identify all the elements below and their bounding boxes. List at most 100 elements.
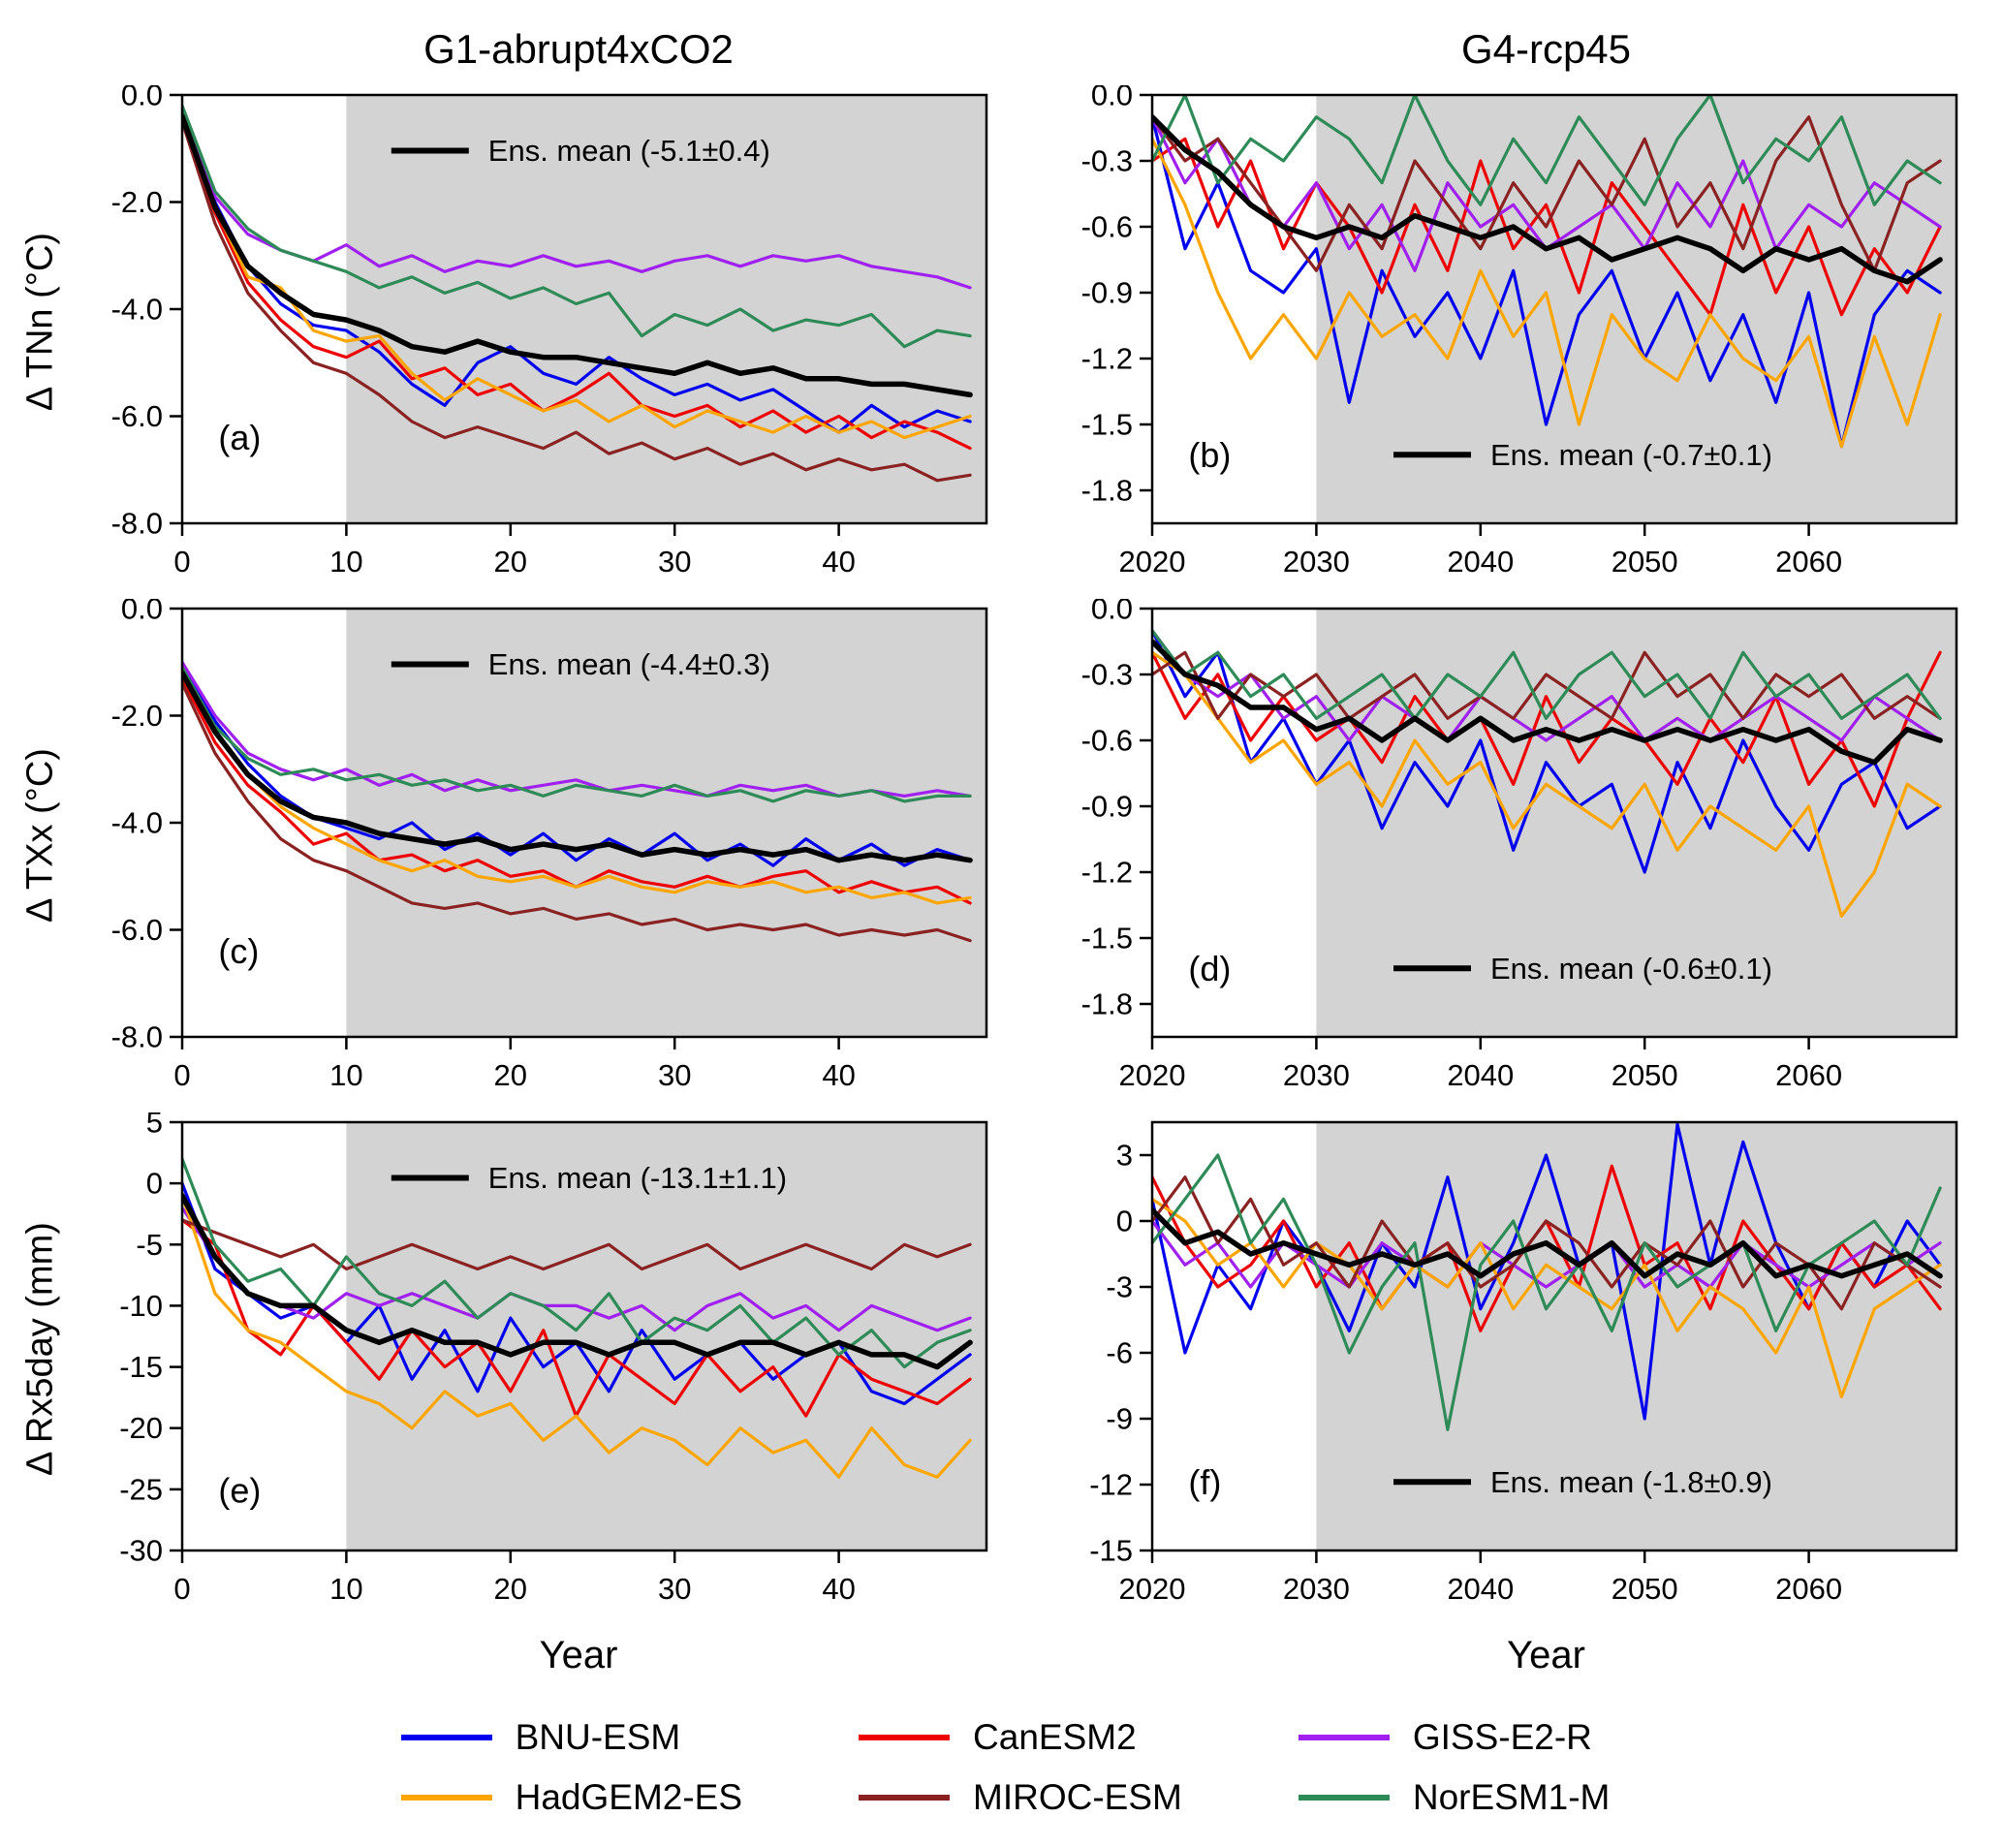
series-group [182, 104, 973, 483]
y-tick-label: -30 [119, 1534, 163, 1568]
panel-f: 3 0 -3 -6 -9 -12 -15 2020 2030 2040 2050 2060 Ens. m… [1038, 1112, 1973, 1626]
column-titles: G1-abrupt4xCO2 G4-rcp45 [14, 14, 1997, 85]
y-tick-label: -0.6 [1081, 210, 1133, 244]
legend-item-giss-e2-r: GISS-E2-R [1298, 1717, 1611, 1758]
y-axis-label-txx-wrap: Δ TXx (°C) [14, 599, 68, 1112]
panel-letter: (f) [1188, 1462, 1221, 1502]
y-tick-label: -15 [119, 1350, 163, 1384]
x-tick-label: 20 [494, 1572, 527, 1606]
x-tick-label: 40 [822, 1058, 855, 1092]
panel-a: 0.0 -2.0 -4.0 -6.0 -8.0 0 10 20 30 40 Ens. mean (-… [68, 78, 1003, 599]
y-tick-label: -1.8 [1081, 987, 1133, 1021]
y-tick-label: -5 [136, 1228, 163, 1262]
column-title-g4: G4-rcp45 [1460, 26, 1632, 72]
series-line-ens-mean [182, 1193, 973, 1370]
y-axis-label-rx5day-wrap: Δ Rx5day (mm) [14, 1112, 68, 1626]
series-line-giss-e2-r [1152, 629, 1942, 742]
legend-item-canesm2: CanESM2 [859, 1717, 1182, 1758]
series-line-giss-e2-r [182, 1206, 972, 1332]
y-tick-label: -0.9 [1081, 790, 1133, 824]
legend-swatch-bnu-esm [400, 1735, 492, 1740]
y-tick-label: 5 [146, 1112, 163, 1140]
y-tick-label: -6.0 [111, 399, 163, 433]
x-tick-label: 2030 [1283, 1058, 1350, 1092]
x-tick-label: 0 [173, 1058, 190, 1092]
legend-item-hadgem2-es: HadGEM2-ES [400, 1777, 742, 1818]
series-line-hadgem2-es [1152, 650, 1942, 918]
legend-swatch-hadgem2-es [400, 1795, 492, 1801]
x-tick-label: 2050 [1612, 545, 1678, 579]
x-tick-label: 2050 [1612, 1058, 1678, 1092]
series-line-ens-mean [182, 113, 973, 398]
series-line-hadgem2-es [182, 671, 972, 905]
x-tick-label: 2040 [1447, 1572, 1514, 1606]
x-tick-label: 2060 [1775, 1572, 1842, 1606]
x-axis-label-left: Year [539, 1633, 618, 1676]
x-tick-label: 30 [658, 545, 691, 579]
chart-d: 0.0 -0.3 -0.6 -0.9 -1.2 -1.5 -1.8 2020 2030 2040 2… [1081, 592, 1958, 1092]
panel-letter: (c) [218, 931, 259, 971]
plot-frame [1150, 93, 1958, 525]
series-line-hadgem2-es [182, 1194, 972, 1479]
y-tick-label: -4.0 [111, 293, 163, 327]
x-tick-label: 2020 [1119, 545, 1186, 579]
y-tick-label: 0 [1116, 1205, 1133, 1238]
y-tick-label: -8.0 [111, 507, 163, 541]
chart-c: 0.0 -2.0 -4.0 -6.0 -8.0 0 10 20 30 40 Ens. mean (-… [111, 592, 988, 1092]
chart-e: 5 0 -5 -10 -15 -20 -25 -30 0 10 20 30 40 Ens. mean (-… [119, 1106, 988, 1606]
panel-letter: (e) [218, 1471, 261, 1511]
series-line-hadgem2-es [182, 114, 972, 440]
x-axis-label-right: Year [1507, 1633, 1585, 1676]
series-line-hadgem2-es [1152, 137, 1942, 449]
column-title-g1: G1-abrupt4xCO2 [423, 26, 734, 72]
chart-b: 0.0 -0.3 -0.6 -0.9 -1.2 -1.5 -1.8 2020 2030 2040 2… [1081, 78, 1958, 579]
legend-swatch-noresm1-m [1298, 1795, 1390, 1801]
y-tick-label: -15 [1089, 1534, 1133, 1568]
y-tick-label: 0.0 [121, 85, 163, 112]
panel-b: 0.0 -0.3 -0.6 -0.9 -1.2 -1.5 -1.8 2020 2030 2040 2… [1038, 78, 1973, 599]
legend-label: BNU-ESM [515, 1717, 681, 1757]
x-tick-label: 2020 [1119, 1058, 1186, 1092]
series-line-noresm1-m [182, 666, 972, 803]
y-tick-label: -0.3 [1081, 144, 1133, 178]
series-line-miroc-esm [182, 1218, 972, 1271]
y-tick-label: -1.2 [1081, 342, 1133, 376]
y-tick-label: -1.8 [1081, 474, 1133, 508]
y-tick-label: -1.5 [1081, 922, 1133, 955]
y-axis-label-tnn: Δ TNn (°C) [19, 232, 61, 411]
panel-letter: (b) [1188, 435, 1231, 475]
shaded-region [346, 95, 986, 523]
series-line-noresm1-m [1152, 95, 1942, 206]
series-line-canesm2 [182, 119, 972, 451]
legend-swatch-canesm2 [859, 1735, 951, 1740]
legend-label: GISS-E2-R [1412, 1717, 1592, 1757]
series-group [1152, 629, 1943, 918]
y-tick-label: -20 [119, 1411, 163, 1445]
legend-swatch-miroc-esm [859, 1795, 951, 1801]
y-tick-label: -0.9 [1081, 276, 1133, 310]
y-tick-label: -10 [119, 1289, 163, 1323]
chart-f: 3 0 -3 -6 -9 -12 -15 2020 2030 2040 2050 2060 Ens. m… [1089, 1120, 1958, 1606]
row-rx5day: Δ Rx5day (mm) 5 0 -5 -10 -15 -20 -25 -30 0 10 20 30… [14, 1106, 1997, 1626]
x-tick-label: 2030 [1283, 1572, 1350, 1606]
plot-frame [1150, 607, 1958, 1039]
series-group [182, 1157, 973, 1479]
panel-c: 0.0 -2.0 -4.0 -6.0 -8.0 0 10 20 30 40 Ens. mean (-… [68, 592, 1003, 1112]
plot-frame [180, 1120, 988, 1552]
shaded-region [346, 609, 986, 1037]
y-tick-label: -12 [1089, 1468, 1133, 1502]
series-group [182, 660, 973, 943]
x-tick-label: 2060 [1775, 545, 1842, 579]
y-tick-label: -8.0 [111, 1020, 163, 1054]
legend-label: MIROC-ESM [973, 1777, 1182, 1817]
y-tick-label: 0 [146, 1167, 163, 1201]
series-line-ens-mean [182, 670, 973, 863]
y-axis-label-rx5day: Δ Rx5day (mm) [19, 1221, 61, 1476]
ens-mean-annotation: Ens. mean (-1.8±0.9) [1490, 1465, 1772, 1499]
x-tick-label: 30 [658, 1058, 691, 1092]
series-line-miroc-esm [182, 119, 972, 483]
y-tick-label: -2.0 [111, 699, 163, 733]
series-line-ens-mean [1152, 113, 1943, 285]
x-tick-label: 40 [822, 1572, 855, 1606]
